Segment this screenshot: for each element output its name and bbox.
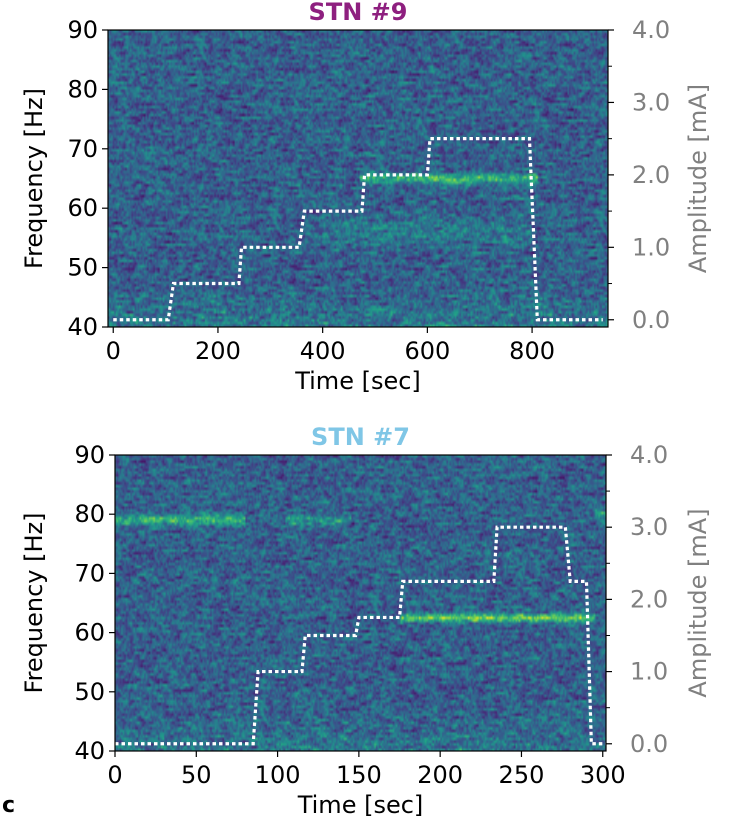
x-axis-label: Time [sec] bbox=[294, 367, 421, 395]
amplitude-series-line bbox=[115, 525, 606, 746]
chart-title: STN #9 bbox=[309, 0, 408, 26]
y-tick-label: 50 bbox=[74, 678, 105, 706]
x-tick-label: 600 bbox=[404, 337, 450, 365]
y2-axis-label: Amplitude [mA] bbox=[684, 84, 712, 273]
y-tick-label: 70 bbox=[74, 559, 105, 587]
x-axis-label: Time [sec] bbox=[297, 791, 424, 819]
y-tick-label: 40 bbox=[67, 313, 98, 341]
y-tick-label: 80 bbox=[74, 500, 105, 528]
y-tick-label: 40 bbox=[74, 737, 105, 765]
x-tick-label: 100 bbox=[255, 761, 301, 789]
y-tick-label: 60 bbox=[74, 619, 105, 647]
x-tick-label: 150 bbox=[336, 761, 382, 789]
chart-panel-1: 0 200 400 600 800 40 50 60 70 80 90 0.0 1.0 2.0 3.0 4.0… bbox=[20, 0, 712, 395]
x-tick-label: 0 bbox=[106, 337, 121, 365]
y-axis-label: Frequency [Hz] bbox=[20, 513, 48, 694]
spectrogram-heatmap bbox=[115, 455, 606, 751]
x-tick-label: 300 bbox=[580, 761, 626, 789]
y2-tick-label: 2.0 bbox=[632, 161, 670, 189]
y2-tick-label: 3.0 bbox=[630, 513, 668, 541]
y-tick-label: 80 bbox=[67, 75, 98, 103]
y2-tick-label: 4.0 bbox=[632, 16, 670, 44]
y2-tick-label: 1.0 bbox=[630, 658, 668, 686]
y2-tick-label: 0.0 bbox=[632, 306, 670, 334]
x-tick-label: 200 bbox=[195, 337, 241, 365]
y2-tick-label: 0.0 bbox=[630, 730, 668, 758]
y2-tick-label: 3.0 bbox=[632, 88, 670, 116]
chart-title: STN #7 bbox=[311, 423, 410, 451]
y-axis-label: Frequency [Hz] bbox=[20, 88, 48, 269]
y2-tick-label: 4.0 bbox=[630, 441, 668, 469]
y-tick-label: 90 bbox=[74, 441, 105, 469]
x-tick-label: 50 bbox=[181, 761, 212, 789]
x-tick-label: 0 bbox=[107, 761, 122, 789]
x-tick-label: 250 bbox=[499, 761, 545, 789]
axes-frame bbox=[107, 29, 609, 328]
y-tick-label: 50 bbox=[67, 254, 98, 282]
y2-axis-label: Amplitude [mA] bbox=[684, 508, 712, 697]
x-tick-label: 200 bbox=[417, 761, 463, 789]
y2-tick-label: 1.0 bbox=[632, 233, 670, 261]
x-tick-label: 400 bbox=[300, 337, 346, 365]
x-tick-label: 800 bbox=[509, 337, 555, 365]
y-tick-label: 60 bbox=[67, 194, 98, 222]
y-tick-label: 70 bbox=[67, 135, 98, 163]
axes-frame bbox=[114, 454, 607, 752]
panel-label: c bbox=[2, 793, 15, 818]
chart-panel-2: 0 50 100 150 200 250 300 40 50 60 70 80 90 0.0 1.0 2.0 3… bbox=[20, 423, 712, 819]
y-tick-label: 90 bbox=[67, 16, 98, 44]
y2-tick-label: 2.0 bbox=[630, 585, 668, 613]
spectrogram-heatmap bbox=[108, 30, 608, 327]
